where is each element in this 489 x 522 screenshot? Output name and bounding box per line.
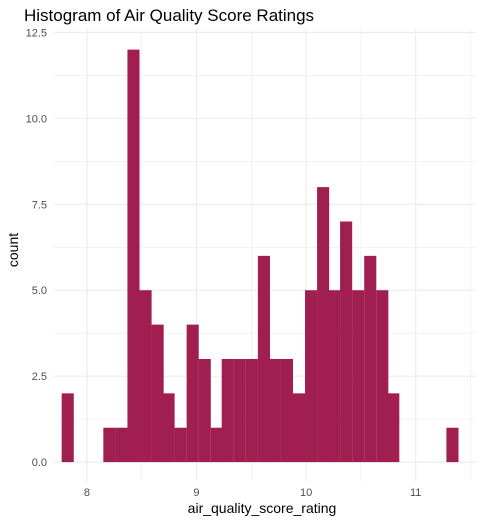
histogram-bar (162, 393, 175, 463)
y-tick-label: 5.0 (32, 285, 47, 297)
histogram-bar (186, 324, 199, 463)
x-tick-label: 8 (84, 487, 90, 499)
histogram-bar (340, 221, 353, 463)
x-tick-label: 9 (193, 487, 199, 499)
histogram-bar (446, 427, 459, 463)
y-tick-label: 12.5 (26, 27, 47, 39)
histogram-bar (103, 427, 116, 463)
x-axis-title: air_quality_score_rating (188, 500, 337, 516)
histogram-bar (292, 393, 306, 463)
histogram-bar (317, 187, 330, 463)
histogram-bar (127, 49, 140, 463)
histogram-bar (210, 427, 223, 463)
histogram-bar (376, 290, 389, 463)
x-axis-tick-labels: 8 9 10 11 (84, 487, 422, 499)
histogram-bar (268, 358, 281, 463)
histogram-bar (198, 358, 211, 463)
histogram-bars (61, 49, 459, 463)
y-tick-label: 0.0 (32, 457, 47, 469)
histogram-bar (280, 358, 293, 463)
histogram-bar (352, 290, 365, 463)
histogram-bar (151, 324, 164, 463)
histogram-bar (364, 255, 377, 463)
histogram-bar (257, 255, 270, 463)
y-tick-label: 10.0 (26, 113, 47, 125)
x-tick-label: 10 (300, 487, 312, 499)
histogram-bar (328, 290, 341, 463)
histogram-bar (61, 393, 74, 463)
histogram-bar (115, 427, 128, 463)
histogram-bar (233, 358, 246, 463)
y-tick-label: 7.5 (32, 199, 47, 211)
y-axis-tick-labels: 0.0 2.5 5.0 7.5 10.0 12.5 (26, 27, 47, 469)
histogram-bar (387, 393, 400, 463)
y-tick-label: 2.5 (32, 371, 47, 383)
histogram-bar (245, 358, 258, 463)
major-gridlines (54, 29, 476, 481)
minor-gridlines (54, 29, 476, 481)
chart-title: Histogram of Air Quality Score Ratings (24, 6, 314, 25)
histogram-bar (174, 427, 187, 463)
y-axis-title: count (5, 233, 21, 267)
histogram-bar (221, 358, 234, 463)
x-tick-label: 11 (410, 487, 421, 499)
histogram-bar (305, 290, 318, 463)
histogram-bar (139, 290, 152, 463)
